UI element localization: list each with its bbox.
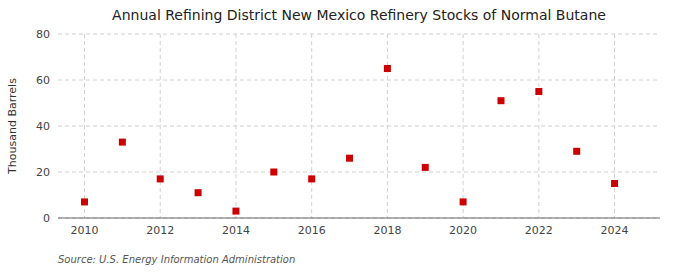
x-tick-label: 2010 [71, 224, 99, 237]
point [81, 198, 88, 205]
point [535, 88, 542, 95]
source: Source: U.S. Energy Information Administ… [58, 254, 295, 265]
grid [58, 34, 660, 218]
x-grid-line [614, 34, 615, 218]
y-tick-label: 60 [36, 74, 50, 87]
y-grid-line [58, 80, 660, 81]
y-tick-label: 40 [36, 120, 50, 133]
x-tick-label: 2020 [449, 224, 477, 237]
x-grid-line [387, 34, 388, 218]
point [346, 155, 353, 162]
x-tick-label: 2022 [525, 224, 553, 237]
chart: 0 20 40 60 80 2010 2012 2014 2016 2018 2020 2022 202… [0, 0, 675, 275]
point [422, 164, 429, 171]
y-grid-line [58, 34, 660, 35]
point [157, 175, 164, 182]
point [460, 198, 467, 205]
point [232, 208, 239, 215]
points [81, 65, 618, 215]
x-grid-line [160, 34, 161, 218]
x-grid-line [84, 34, 85, 218]
y-grid-line [58, 218, 660, 219]
y-grid-line [58, 126, 660, 127]
point [119, 139, 126, 146]
y-tick-label: 20 [36, 166, 50, 179]
point [573, 148, 580, 155]
x-axis-line [58, 218, 660, 219]
point [308, 175, 315, 182]
title: Annual Refining District New Mexico Refi… [112, 7, 606, 23]
x-tick-label: 2014 [222, 224, 250, 237]
point [270, 169, 277, 176]
point [497, 97, 504, 104]
x-grid-line [311, 34, 312, 218]
point [384, 65, 391, 72]
y-axis-label: Thousand Barrels [6, 78, 19, 175]
x-grid-line [235, 34, 236, 218]
y-grid-line [58, 172, 660, 173]
x-tick-label: 2018 [373, 224, 401, 237]
x-tick-label: 2016 [298, 224, 326, 237]
x-grid-line [538, 34, 539, 218]
x-tick-label: 2024 [601, 224, 629, 237]
y-tick-label: 80 [36, 28, 50, 41]
y-tick-label: 0 [43, 212, 50, 225]
x-grid-line [463, 34, 464, 218]
point [611, 180, 618, 187]
x-tick-label: 2012 [146, 224, 174, 237]
point [195, 189, 202, 196]
